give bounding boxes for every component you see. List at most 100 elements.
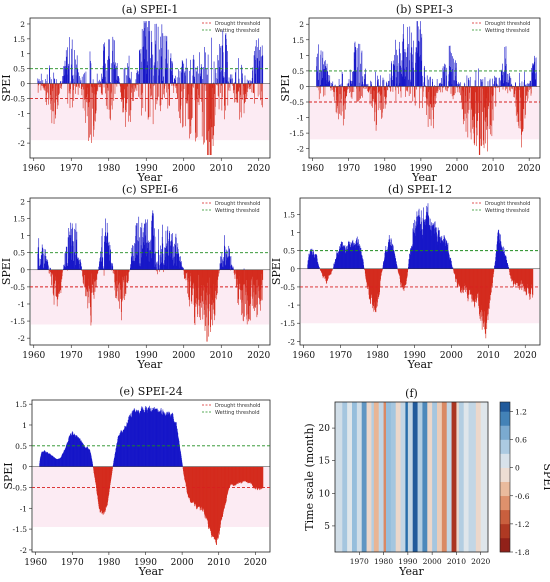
spei-bar	[82, 442, 83, 467]
spei-bar	[94, 83, 95, 95]
spei-bar	[138, 83, 140, 97]
spei-bar	[515, 268, 516, 285]
spei-bar	[420, 86, 422, 89]
spei-bar	[102, 259, 103, 270]
spei-bar	[331, 86, 333, 89]
spei-bar	[462, 268, 464, 294]
spei-bar	[489, 80, 491, 87]
spei-bar	[42, 80, 44, 84]
spei-bar	[479, 268, 480, 316]
spei-bar	[216, 466, 218, 539]
spei-bar	[123, 83, 124, 100]
spei-bar	[125, 83, 126, 127]
spei-bar	[160, 410, 161, 467]
spei-bar	[501, 248, 502, 269]
heatmap-cell	[480, 402, 489, 552]
spei-bar	[397, 71, 399, 87]
spei-bar	[225, 466, 227, 503]
spei-bar	[84, 83, 85, 100]
spei-bar	[384, 86, 386, 97]
spei-bar	[486, 268, 488, 315]
spei-bar	[349, 242, 351, 269]
spei-bar	[256, 466, 258, 489]
spei-bar	[308, 253, 310, 269]
spei-bar	[114, 453, 116, 467]
spei-bar	[247, 83, 249, 89]
spei-bar	[152, 82, 153, 84]
spei-bar	[201, 67, 203, 84]
spei-bar	[521, 268, 522, 284]
spei-bar	[452, 56, 453, 87]
spei-bar	[250, 466, 252, 484]
spei-bar	[512, 86, 513, 90]
spei-bar	[89, 269, 90, 289]
spei-bar	[346, 86, 347, 97]
spei-bar	[526, 86, 528, 92]
colorbar-segment	[500, 467, 510, 482]
spei-bar	[257, 466, 259, 489]
spei-bar	[455, 268, 456, 282]
spei-bar	[177, 431, 178, 467]
spei-bar	[492, 268, 493, 287]
spei-bar	[324, 268, 325, 276]
spei-bar	[54, 458, 56, 467]
spei-bar	[57, 269, 59, 300]
spei-bar	[475, 268, 476, 302]
spei-bar	[329, 268, 331, 275]
spei-bar	[181, 261, 182, 270]
spei-bar	[239, 83, 241, 95]
spei-bar	[116, 269, 117, 299]
heatmap-cell	[378, 402, 384, 552]
spei-bar	[212, 83, 214, 88]
spei-bar	[500, 244, 502, 269]
spei-bar	[139, 263, 141, 270]
spei-bar	[242, 466, 244, 482]
dry-shade-d	[301, 268, 539, 324]
spei-bar	[404, 76, 406, 87]
spei-bar	[328, 84, 329, 87]
spei-bar	[79, 438, 80, 467]
spei-bar	[55, 269, 57, 296]
spei-bar	[196, 269, 198, 302]
spei-bar	[491, 86, 493, 137]
spei-bar	[132, 410, 133, 467]
spei-bar	[458, 268, 460, 283]
spei-bar	[372, 268, 374, 302]
spei-bar	[327, 74, 329, 87]
spei-bar	[452, 267, 453, 269]
spei-bar	[494, 77, 496, 87]
spei-bar	[82, 443, 83, 467]
spei-bar	[193, 269, 195, 284]
spei-bar	[234, 269, 236, 279]
spei-bar	[419, 86, 420, 109]
spei-bar	[139, 265, 140, 270]
spei-bar	[476, 86, 477, 147]
spei-bar	[77, 437, 79, 467]
spei-bar	[97, 466, 99, 502]
spei-bar	[196, 466, 198, 508]
spei-bar	[39, 265, 40, 270]
spei-bar	[411, 82, 412, 87]
spei-bar	[255, 466, 256, 489]
spei-bar	[141, 83, 142, 116]
spei-bar	[73, 267, 75, 270]
spei-bar	[422, 238, 423, 269]
spei-bar	[216, 269, 218, 288]
spei-bar	[225, 266, 226, 270]
spei-bar	[519, 268, 521, 289]
y-tick-label: 1.5	[292, 36, 304, 45]
spei-bar	[144, 22, 146, 84]
spei-bar	[203, 466, 205, 512]
spei-bar	[179, 83, 180, 119]
spei-bar	[467, 268, 468, 296]
panel-title: (c) SPEI-6	[122, 183, 178, 196]
spei-bar	[158, 410, 160, 467]
spei-bar	[332, 268, 333, 270]
spei-bar	[109, 466, 110, 490]
spei-bar	[62, 81, 64, 84]
spei-bar	[479, 268, 480, 315]
spei-bar	[488, 268, 490, 309]
spei-bar	[76, 231, 78, 270]
spei-bar	[235, 72, 236, 84]
spei-bar	[323, 64, 325, 87]
